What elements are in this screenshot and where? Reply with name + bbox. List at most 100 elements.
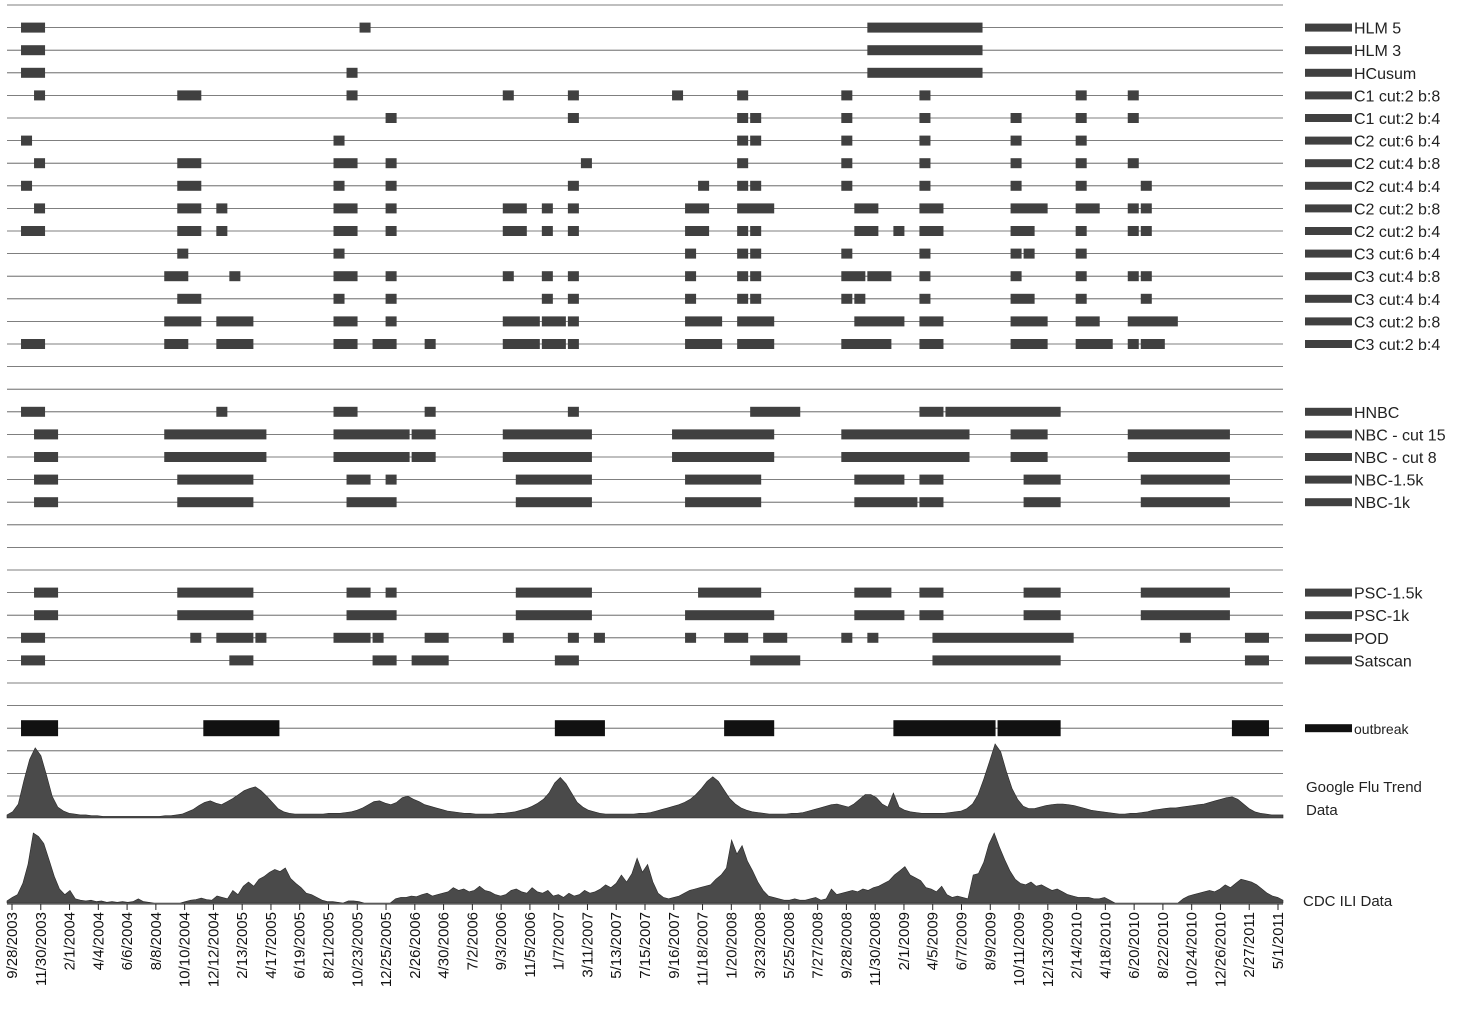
bar-c1-cut-2-b-8-2 bbox=[346, 90, 358, 101]
bar-c2-cut-2-b-8-12 bbox=[1010, 203, 1048, 214]
x-tick-label-42: 12/26/2010 bbox=[1213, 912, 1230, 987]
legend-label-c1-cut-2-b-8: C1 cut:2 b:8 bbox=[1354, 88, 1440, 105]
bar-c2-cut-2-b-4-0 bbox=[21, 226, 46, 236]
bar-pod-15 bbox=[932, 632, 1074, 643]
bar-c2-cut-2-b-8-6 bbox=[541, 203, 553, 214]
bar-nbc-1-5k-3 bbox=[385, 474, 397, 485]
bar-c3-cut-2-b-4-3 bbox=[333, 339, 358, 349]
bar-psc-1-5k-3 bbox=[385, 587, 397, 598]
x-tick-label-37: 2/14/2010 bbox=[1069, 912, 1086, 979]
legend-label-nbc-1-5k: NBC-1.5k bbox=[1354, 473, 1424, 490]
x-tick-label-23: 9/16/2007 bbox=[666, 912, 683, 979]
bar-nbc-1-5k-8 bbox=[1023, 474, 1061, 485]
bar-psc-1-5k-7 bbox=[919, 587, 944, 598]
x-tick-label-13: 12/25/2005 bbox=[378, 912, 395, 987]
bar-c3-cut-2-b-8-4 bbox=[502, 316, 540, 327]
x-tick-label-3: 4/4/2004 bbox=[90, 912, 107, 970]
bar-c3-cut-4-b-4-8 bbox=[841, 293, 853, 304]
bar-hnbc-7 bbox=[945, 406, 1061, 417]
legend-label-hlm-3: HLM 3 bbox=[1354, 43, 1401, 60]
bar-c2-cut-4-b-4-7 bbox=[750, 180, 762, 191]
bar-c2-cut-4-b-8-6 bbox=[841, 158, 853, 169]
bar-c3-cut-4-b-4-6 bbox=[737, 293, 749, 304]
bar-c2-cut-2-b-8-15 bbox=[1140, 203, 1152, 214]
bar-c3-cut-2-b-4-4 bbox=[372, 339, 397, 349]
x-tick-label-15: 4/30/2006 bbox=[436, 912, 453, 979]
bar-c2-cut-2-b-4-13 bbox=[919, 226, 944, 236]
x-tick-label-1: 11/30/2003 bbox=[33, 912, 50, 986]
bar-nbc-cut-15-6 bbox=[841, 429, 970, 440]
legend-label-nbc-cut-8: NBC - cut 8 bbox=[1354, 450, 1437, 467]
bar-c3-cut-2-b-8-10 bbox=[919, 316, 944, 327]
bar-c2-cut-4-b-8-7 bbox=[919, 158, 931, 169]
bar-nbc-cut-8-1 bbox=[164, 452, 267, 462]
bar-c3-cut-2-b-4-11 bbox=[841, 339, 892, 349]
legend-label-c1-cut-2-b-4: C1 cut:2 b:4 bbox=[1354, 111, 1440, 128]
bar-nbc-cut-15-0 bbox=[34, 429, 59, 440]
legend-label-hcusum: HCusum bbox=[1354, 66, 1416, 83]
bar-c3-cut-4-b-8-5 bbox=[541, 271, 553, 282]
bar-c2-cut-2-b-8-13 bbox=[1075, 203, 1100, 214]
x-tick-label-18: 11/5/2006 bbox=[522, 912, 539, 978]
bar-nbc-1k-6 bbox=[919, 497, 944, 508]
bar-c3-cut-4-b-8-14 bbox=[1075, 271, 1087, 282]
legend-swatch-c1-cut-2-b-4 bbox=[1305, 114, 1352, 122]
area-google-flu-trend-data bbox=[6, 743, 1284, 819]
x-tick-label-5: 8/8/2004 bbox=[148, 912, 165, 970]
bar-nbc-1k-2 bbox=[346, 497, 397, 508]
bar-psc-1-5k-0 bbox=[34, 587, 59, 598]
x-tick-label-0: 9/28/2003 bbox=[4, 912, 21, 979]
legend-swatch-c1-cut-2-b-8 bbox=[1305, 91, 1352, 100]
legend-label-outbreak: outbreak bbox=[1354, 721, 1409, 737]
bar-c2-cut-4-b-8-9 bbox=[1075, 158, 1087, 169]
bar-hlm-3-1 bbox=[867, 45, 983, 56]
x-tick-label-31: 2/1/2009 bbox=[896, 912, 913, 970]
legend-label-hnbc: HNBC bbox=[1354, 405, 1399, 422]
bar-c2-cut-6-b-4-5 bbox=[919, 135, 931, 146]
legend-label-c3-cut-6-b-4: C3 cut:6 b:4 bbox=[1354, 247, 1440, 264]
bar-nbc-cut-8-8 bbox=[1127, 452, 1230, 462]
x-tick-label-44: 5/1/2011 bbox=[1270, 912, 1287, 969]
bar-c3-cut-4-b-4-5 bbox=[685, 293, 697, 304]
bar-c2-cut-2-b-8-1 bbox=[177, 203, 202, 214]
bar-c2-cut-2-b-4-12 bbox=[893, 226, 905, 236]
bar-c3-cut-4-b-4-10 bbox=[919, 293, 931, 304]
legend-swatch-outbreak bbox=[1305, 724, 1352, 733]
bar-nbc-1k-3 bbox=[515, 497, 592, 508]
x-tick-label-29: 9/28/2008 bbox=[838, 912, 855, 979]
bar-c2-cut-2-b-4-14 bbox=[1010, 226, 1035, 236]
bar-c1-cut-2-b-8-1 bbox=[177, 90, 202, 101]
bar-c3-cut-2-b-8-6 bbox=[567, 316, 579, 327]
bar-outbreak-4 bbox=[893, 720, 996, 737]
bar-psc-1-5k-9 bbox=[1140, 587, 1230, 598]
bar-c2-cut-2-b-8-4 bbox=[385, 203, 397, 214]
area-cdc-ili-data bbox=[6, 832, 1284, 904]
bar-nbc-cut-15-3 bbox=[411, 429, 436, 440]
bar-c3-cut-4-b-8-16 bbox=[1140, 271, 1152, 282]
bar-c2-cut-6-b-4-1 bbox=[333, 135, 345, 146]
bar-c2-cut-4-b-4-2 bbox=[333, 180, 345, 191]
legend-label-pod: POD bbox=[1354, 631, 1389, 648]
bar-c3-cut-2-b-8-1 bbox=[216, 316, 254, 327]
x-axis: 9/28/2003 11/30/2003 2/1/2004 4/4/2004 6/6/2… bbox=[4, 903, 1287, 987]
bar-c3-cut-4-b-8-9 bbox=[750, 271, 762, 282]
bar-c2-cut-4-b-8-1 bbox=[177, 158, 202, 169]
legend-label-c3-cut-2-b-4: C3 cut:2 b:4 bbox=[1354, 337, 1440, 354]
legend-label-c2-cut-4-b-4: C2 cut:4 b:4 bbox=[1354, 179, 1440, 196]
bar-hnbc-2 bbox=[333, 406, 358, 417]
x-tick-label-16: 7/2/2006 bbox=[464, 912, 481, 970]
legend-label-c3-cut-4-b-4: C3 cut:4 b:4 bbox=[1354, 292, 1440, 309]
bar-c3-cut-2-b-4-10 bbox=[737, 339, 775, 349]
bar-nbc-1k-7 bbox=[1023, 497, 1061, 508]
legend-swatch-c3-cut-2-b-4 bbox=[1305, 340, 1352, 348]
bar-c2-cut-4-b-4-6 bbox=[737, 180, 749, 191]
bar-c3-cut-4-b-4-9 bbox=[854, 293, 866, 304]
x-tick-label-26: 3/23/2008 bbox=[752, 912, 769, 979]
bar-psc-1k-3 bbox=[515, 610, 592, 621]
bar-psc-1k-0 bbox=[34, 610, 59, 621]
legend-swatch-c3-cut-2-b-8 bbox=[1305, 317, 1352, 326]
bar-hnbc-6 bbox=[919, 406, 944, 417]
bar-outbreak-3 bbox=[724, 720, 775, 737]
bar-outbreak-0 bbox=[21, 720, 59, 737]
